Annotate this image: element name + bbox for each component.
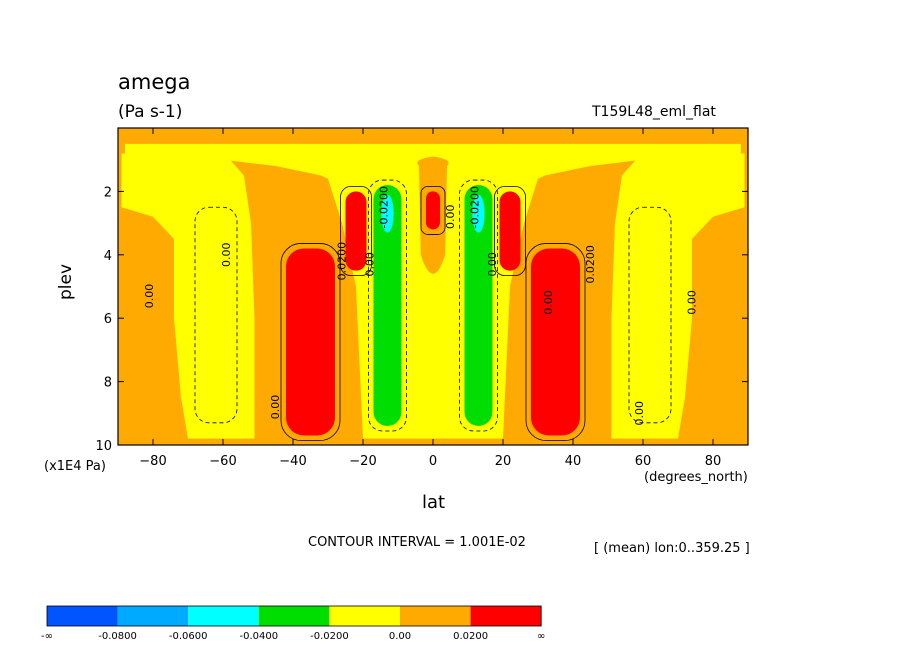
x-tick-label: −60: [209, 454, 236, 469]
y-tick-label: 10: [95, 439, 112, 454]
extratropical-band: [121, 153, 255, 439]
colorbar-label: -0.0400: [239, 631, 278, 642]
contour-label: 0.00: [444, 205, 457, 230]
y-axis-units: (x1E4 Pa): [44, 459, 106, 474]
colorbar-label: -∞: [41, 631, 53, 642]
colorbar-label: 0.00: [389, 631, 411, 642]
colorbar-swatch: [117, 606, 189, 626]
x-tick-label: −40: [279, 454, 306, 469]
colorbar-label: ∞: [537, 631, 545, 642]
contour-outline-6: [525, 243, 586, 441]
contour-outline-3: [420, 185, 446, 235]
feature-core-4: [472, 194, 485, 233]
colorbar-label: -0.0800: [98, 631, 137, 642]
axes: −80 −60 −40 −20 0 20 40 60 80 2 4 6 8 10: [95, 128, 748, 469]
contour-interval: CONTOUR INTERVAL = 1.001E-02: [308, 535, 526, 550]
feature-4: [464, 185, 493, 426]
colorbar-swatch: [258, 606, 330, 626]
colorbar-label: -0.0200: [310, 631, 349, 642]
contour-labels: 0.00 0.00 0.00 0.0200 0.00 -0.0200 0.00 -0.0200…: [143, 186, 699, 426]
contour-field: [118, 128, 748, 445]
contour-label: -0.0200: [469, 186, 482, 228]
feature-3: [426, 191, 440, 230]
contour-label: 0.00: [686, 290, 699, 315]
tropical-band: [125, 143, 741, 439]
contour-label: 0.00: [542, 290, 555, 315]
colorbar-frame: [46, 605, 542, 627]
x-tick-label: −80: [139, 454, 166, 469]
north-dashed-contour: [628, 206, 672, 424]
contour-outline-0: [280, 243, 341, 441]
colorbar-swatch: [470, 606, 542, 626]
x-tick-label: 0: [429, 454, 437, 469]
chart-units: (Pa s-1): [118, 102, 183, 122]
feature-core-2: [381, 194, 394, 233]
contour-outline-2: [368, 179, 407, 432]
y-tick-label: 4: [104, 249, 112, 264]
x-tick-label: 60: [635, 454, 652, 469]
x-tick-label: 20: [495, 454, 512, 469]
contour-outline-5: [494, 185, 526, 277]
x-tick-label: 40: [565, 454, 582, 469]
contour-label: 0.0200: [584, 245, 597, 284]
contour-label: 0.00: [633, 401, 646, 426]
colorbar-swatch: [47, 606, 118, 626]
colorbar-label: -0.0600: [169, 631, 208, 642]
contour-outline-4: [459, 179, 498, 432]
x-tick-label: 80: [705, 454, 722, 469]
x-tick-label: −20: [349, 454, 376, 469]
colorbar: -∞ -0.0800 -0.0600 -0.0400 -0.0200 0.00 0.0200…: [41, 605, 545, 642]
feature-6: [531, 248, 580, 436]
y-tick-label: 2: [104, 185, 112, 200]
feature-2: [373, 185, 402, 426]
y-tick-label: 6: [104, 312, 112, 327]
x-axis-units: (degrees_north): [644, 470, 748, 485]
contour-label: 0.00: [143, 284, 156, 309]
feature-1: [345, 191, 367, 271]
contour-label: 0.0200: [336, 242, 349, 281]
contour-label: 0.00: [364, 252, 377, 277]
feature-5: [499, 191, 521, 271]
colorbar-swatch: [329, 606, 400, 626]
south-dashed-contour: [194, 206, 238, 424]
extratropical-band: [611, 153, 745, 439]
chart-title: amega: [118, 70, 191, 94]
feature-0: [286, 248, 335, 436]
contour-label: 0.00: [269, 395, 282, 420]
averaging-note: [ (mean) lon:0..359.25 ]: [594, 541, 750, 556]
colorbar-label: 0.0200: [453, 631, 488, 642]
colorbar-swatch: [400, 606, 471, 626]
contour-label: 0.00: [486, 252, 499, 277]
contour-label: 0.00: [220, 243, 233, 267]
y-tick-label: 8: [104, 376, 112, 391]
contour-label: -0.0200: [378, 186, 391, 228]
contour-outline-1: [340, 185, 372, 277]
colorbar-swatch: [188, 606, 259, 626]
x-axis-label: lat: [422, 492, 446, 513]
run-label: T159L48_eml_flat: [592, 104, 716, 120]
